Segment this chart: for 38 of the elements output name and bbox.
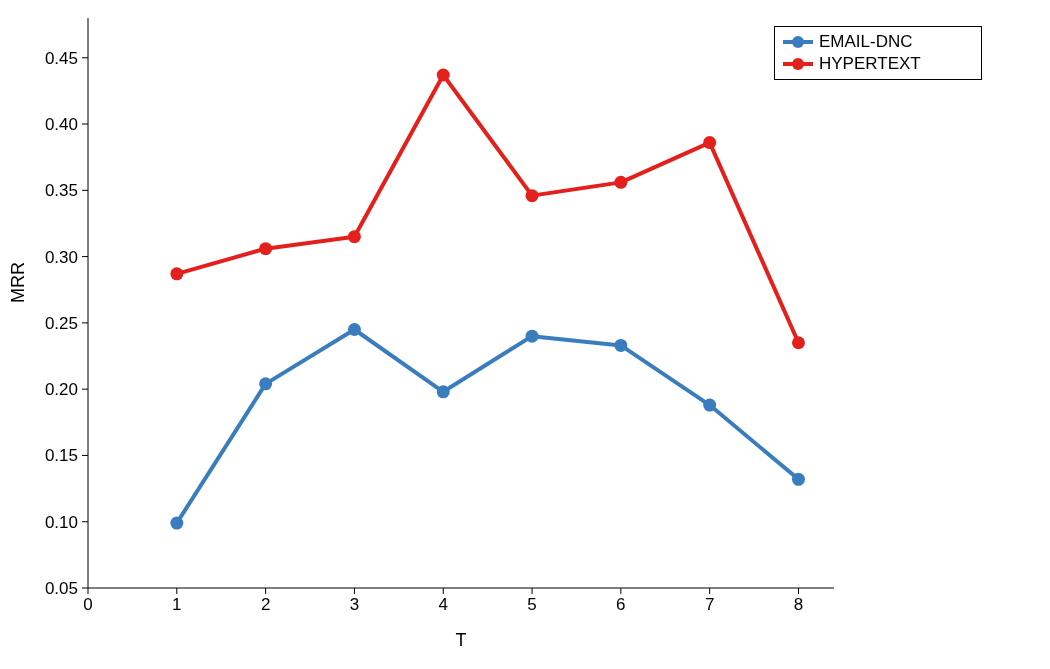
point <box>259 242 273 256</box>
point <box>791 336 805 350</box>
point <box>436 68 450 82</box>
y-tick-label: 0.40 <box>44 115 78 135</box>
point <box>347 323 361 337</box>
y-tick-label: 0.45 <box>44 48 78 68</box>
y-axis-title: MRR <box>8 262 29 303</box>
x-tick-label: 1 <box>172 595 182 615</box>
x-tick-label: 7 <box>704 595 715 615</box>
point <box>170 267 184 281</box>
x-tick-label: 3 <box>349 595 360 615</box>
y-tick-label: 0.35 <box>44 181 78 201</box>
point <box>170 516 184 530</box>
y-tick-label: 0.05 <box>44 579 78 599</box>
y-tick-label: 0.20 <box>44 380 78 400</box>
point <box>436 385 450 399</box>
y-tick-label: 0.30 <box>44 247 78 267</box>
x-tick-label: 0 <box>83 595 93 615</box>
x-tick-label: 5 <box>527 595 537 615</box>
legend-label: HYPERTEXT <box>819 53 921 75</box>
point <box>347 230 361 244</box>
point <box>791 472 805 486</box>
x-tick-label: 8 <box>793 595 804 615</box>
y-tick-label: 0.25 <box>44 313 78 333</box>
y-tick-label: 0.15 <box>44 446 78 466</box>
y-tick-label: 0.10 <box>44 512 78 532</box>
point <box>525 189 539 203</box>
point <box>525 329 539 343</box>
x-tick-label: 4 <box>438 595 448 615</box>
point <box>703 136 717 150</box>
x-tick-label: 6 <box>616 595 626 615</box>
legend-label: EMAIL-DNC <box>819 31 913 53</box>
point <box>614 338 628 352</box>
point <box>703 398 717 412</box>
point <box>614 175 628 189</box>
x-tick-label: 2 <box>260 595 271 615</box>
point <box>259 377 273 391</box>
x-axis-title: T <box>455 630 467 650</box>
